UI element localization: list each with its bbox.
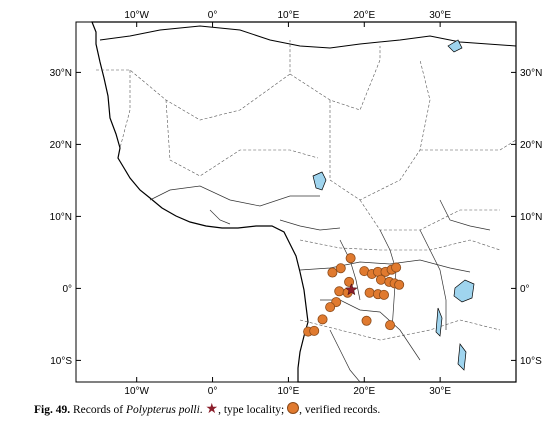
river xyxy=(329,329,361,383)
lat-label-right: 0° xyxy=(520,284,530,295)
border-line xyxy=(420,139,517,151)
axis-ticks xyxy=(76,22,516,382)
verified-records xyxy=(303,253,405,337)
figure-caption: Fig. 49. Records of Polypterus polli. ★,… xyxy=(34,402,544,417)
border-line xyxy=(165,99,319,177)
lat-label-left: 30°N xyxy=(50,68,72,79)
verified-record-point xyxy=(344,276,355,287)
species-name: Polypterus polli xyxy=(126,404,200,416)
lon-label-bottom: 10°E xyxy=(278,386,300,397)
lon-label-top: 30°E xyxy=(429,10,451,21)
border-line xyxy=(299,239,501,251)
lake-tanganyika xyxy=(435,307,443,337)
star-legend-icon: ★ xyxy=(205,402,219,417)
figure-label: Fig. 49. xyxy=(34,404,71,416)
border-line xyxy=(119,70,131,149)
lon-label-top: 10°E xyxy=(278,10,300,21)
verified-record-point xyxy=(317,314,328,325)
africa-landmass xyxy=(91,21,517,383)
lat-label-right: 10°S xyxy=(520,356,542,367)
lon-label-bottom: 0° xyxy=(208,386,218,397)
verified-record-point xyxy=(327,267,338,278)
verified-record-point xyxy=(345,253,356,264)
lat-label-right: 20°N xyxy=(520,140,542,151)
land-layer xyxy=(91,21,517,383)
verified-record-point xyxy=(385,320,396,331)
type-locality-layer xyxy=(345,283,358,296)
lat-label-right: 10°N xyxy=(520,212,542,223)
river xyxy=(279,219,341,231)
caption-text-1: Records of xyxy=(70,404,126,416)
river xyxy=(209,209,231,225)
verified-record-point xyxy=(309,325,320,336)
lon-label-top: 20°E xyxy=(353,10,375,21)
lake-nasser xyxy=(447,39,463,53)
lon-label-top: 10°W xyxy=(124,10,149,21)
lon-label-bottom: 30°E xyxy=(429,386,451,397)
verified-record-point xyxy=(391,262,402,273)
verified-record-point xyxy=(334,286,345,297)
lon-label-top: 0° xyxy=(208,10,218,21)
lon-label-bottom: 10°W xyxy=(124,386,149,397)
verified-records-label: , verified records. xyxy=(299,404,381,416)
circle-legend-icon xyxy=(287,402,300,414)
axis-labels: 10°W 10°W 0° 0° 10°E 10°E 20°E 20°E 30°E 30°E 30°N… xyxy=(50,10,543,397)
verified-record-point xyxy=(394,279,405,290)
lat-label-left: 20°N xyxy=(50,140,72,151)
river xyxy=(339,239,361,301)
lake-chad xyxy=(312,171,327,191)
border-line xyxy=(329,59,431,201)
border-line xyxy=(299,319,501,341)
river xyxy=(149,185,320,207)
verified-record-point xyxy=(361,315,372,326)
river xyxy=(419,229,447,330)
verified-record-point xyxy=(325,302,336,313)
border-line xyxy=(96,40,291,121)
type-locality-star xyxy=(345,283,358,296)
verified-record-point xyxy=(364,287,375,298)
lat-label-left: 10°S xyxy=(50,356,72,367)
river xyxy=(299,259,471,273)
border-line xyxy=(289,46,381,111)
river xyxy=(439,199,491,231)
north-coast xyxy=(99,25,517,49)
verified-record-point xyxy=(378,289,389,300)
verified-record-point xyxy=(375,274,386,285)
caption-text-2: . xyxy=(199,404,206,416)
lake-victoria xyxy=(453,279,475,303)
lake-malawi xyxy=(457,343,467,371)
lakes xyxy=(312,39,475,371)
type-locality-label: , type locality; xyxy=(218,404,288,416)
lon-label-bottom: 20°E xyxy=(353,386,375,397)
lat-label-left: 10°N xyxy=(50,212,72,223)
lat-label-left: 0° xyxy=(62,284,72,295)
verified-record-point xyxy=(335,263,346,274)
lat-label-right: 30°N xyxy=(520,68,542,79)
